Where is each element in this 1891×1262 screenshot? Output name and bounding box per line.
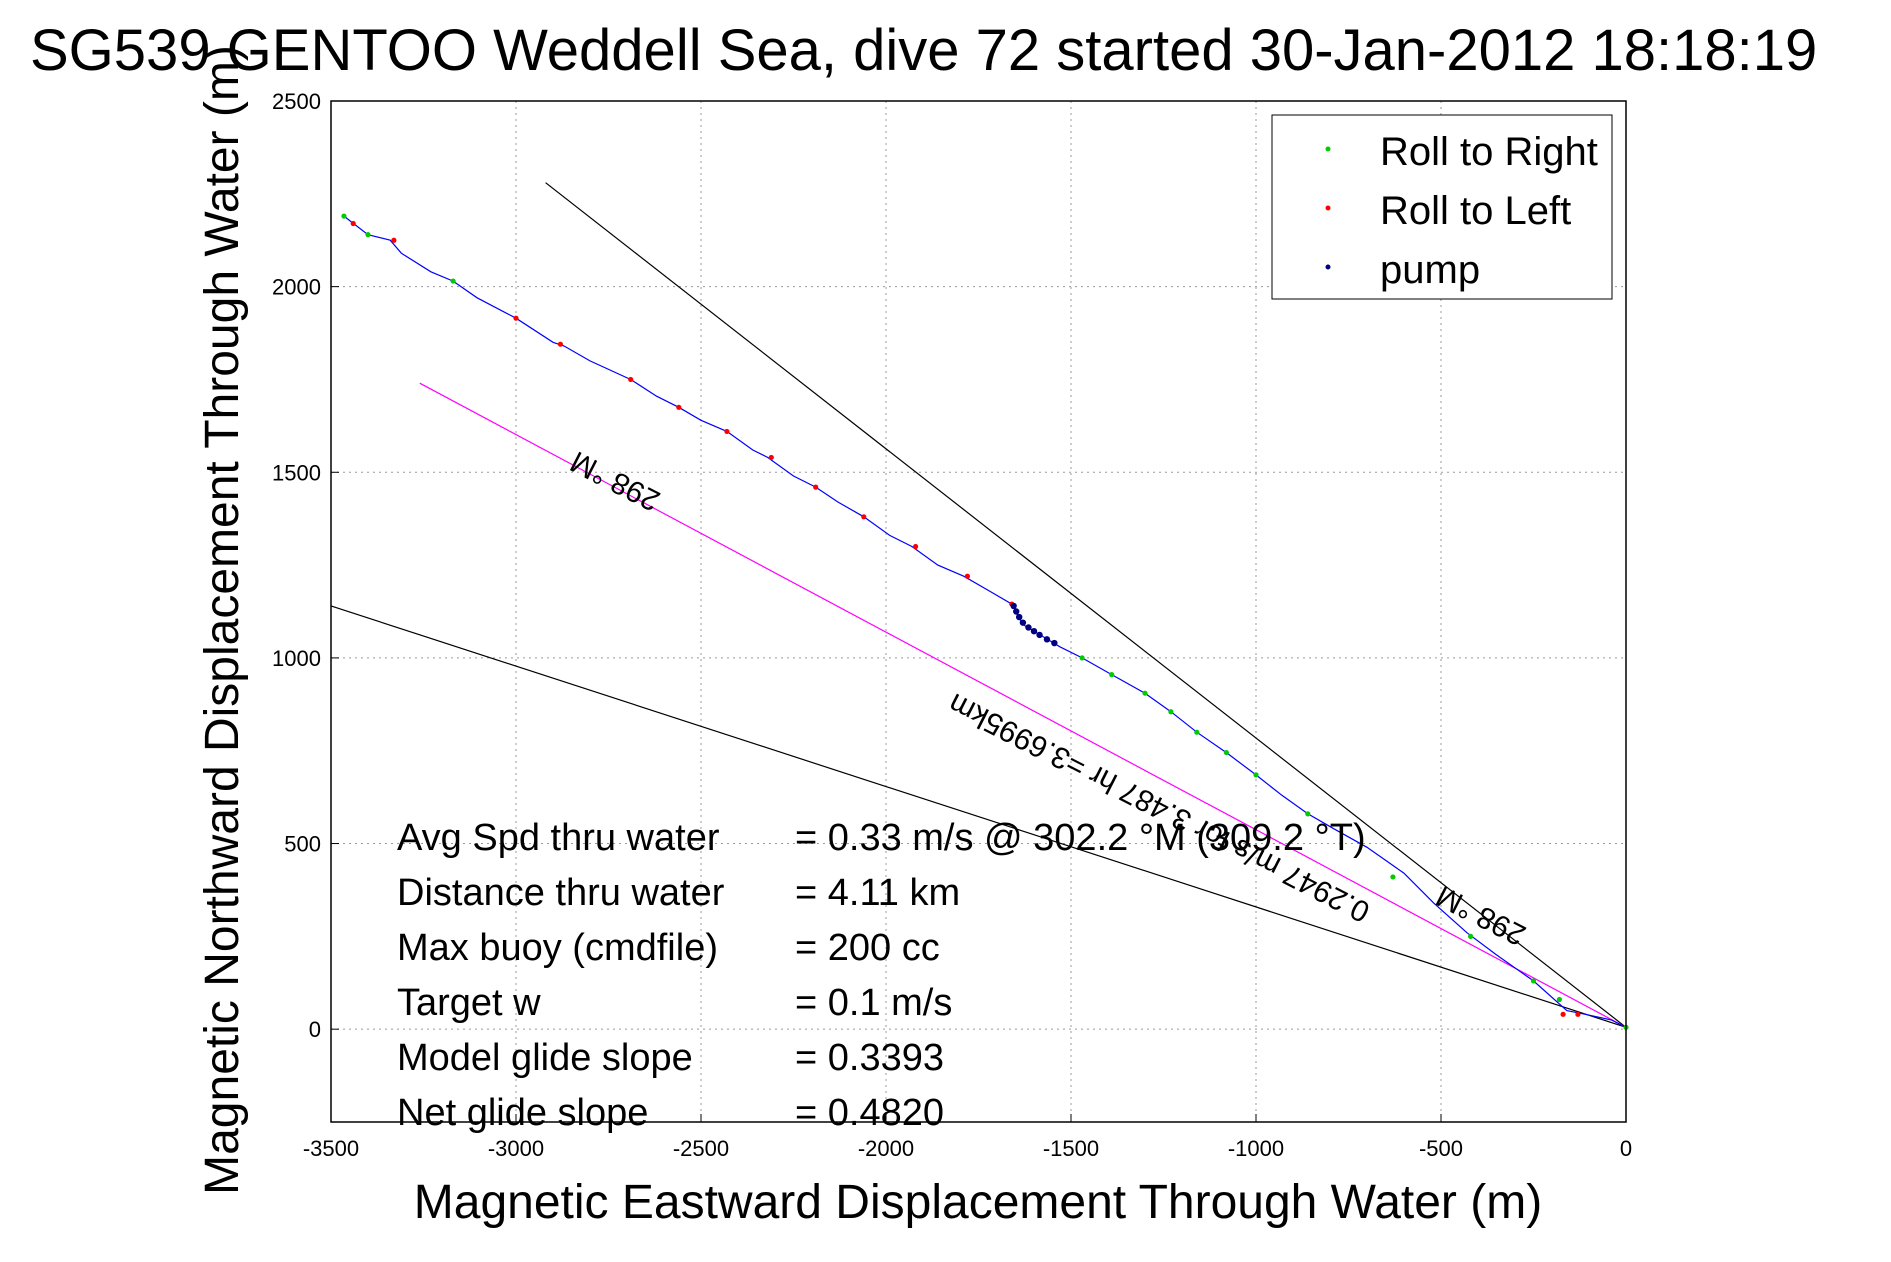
roll-right-point: [1079, 655, 1085, 661]
roll-right-point: [1168, 709, 1174, 715]
pump-point: [1036, 631, 1043, 639]
pump-point: [1019, 619, 1027, 626]
stat-label: Avg Spd thru water: [397, 817, 720, 859]
stat-label: Net glide slope: [397, 1092, 648, 1134]
roll-left-point: [1575, 1011, 1581, 1017]
annotation-text: 298 °M: [1431, 879, 1531, 952]
roll-left-point: [557, 341, 564, 347]
x-tick-label: 0: [1620, 1136, 1632, 1161]
roll-right-point: [365, 232, 371, 238]
legend-marker: [1325, 205, 1331, 211]
pump-point: [1043, 636, 1051, 643]
reference-lines: [330, 182, 1627, 1028]
x-tick-label: -500: [1419, 1136, 1463, 1161]
legend-marker: [1325, 264, 1331, 270]
reference-line-current-line: [419, 382, 1627, 1028]
roll-left-point: [861, 514, 867, 520]
x-tick-label: -3000: [488, 1136, 544, 1161]
data-points: [341, 213, 1629, 1030]
roll-right-point: [1194, 729, 1200, 735]
roll-right-point: [1223, 749, 1229, 756]
x-tick-label: -3500: [303, 1136, 359, 1161]
roll-right-point: [1556, 996, 1562, 1003]
roll-right-point: [1253, 772, 1259, 778]
y-tick-label: 0: [309, 1017, 321, 1042]
roll-right-point: [1468, 933, 1474, 939]
pump-point: [1013, 608, 1020, 615]
roll-right-point: [1530, 978, 1537, 984]
pump-point: [1025, 624, 1032, 631]
stat-label: Max buoy (cmdfile): [397, 927, 718, 969]
y-tick-label: 2500: [272, 89, 321, 114]
pump-point: [1010, 602, 1017, 610]
roll-left-point: [913, 543, 919, 550]
pump-point: [1051, 639, 1058, 647]
stat-label: Distance thru water: [397, 872, 725, 914]
x-tick-label: -1500: [1043, 1136, 1099, 1161]
roll-right-point: [1109, 672, 1115, 678]
stats-block: Avg Spd thru water = 0.33 m/s @ 302.2 °M …: [397, 817, 1366, 1134]
x-axis-label: Magnetic Eastward Displacement Through W…: [414, 1176, 1542, 1229]
chart-title: SG539 GENTOO Weddell Sea, dive 72 starte…: [30, 18, 1817, 83]
roll-left-point: [391, 237, 397, 243]
stat-value: = 0.3393: [795, 1037, 944, 1079]
annotation-text: 298 °M: [565, 444, 665, 517]
y-axis-ticks: 0 500 1000 1500 2000 2500: [272, 89, 339, 1042]
pump-point: [1030, 627, 1038, 635]
roll-left-point: [628, 376, 634, 383]
roll-left-point: [964, 573, 971, 579]
y-tick-label: 1500: [272, 460, 321, 485]
stat-value: = 4.11 km: [795, 872, 960, 914]
x-tick-label: -1000: [1228, 1136, 1284, 1161]
roll-left-point: [513, 315, 519, 321]
x-axis-ticks: -3500 -3000 -2500 -2000 -1500 -1000 -500 0: [303, 1114, 1632, 1161]
x-tick-label: -2000: [858, 1136, 914, 1161]
y-tick-label: 500: [284, 832, 321, 857]
roll-left-point: [813, 484, 819, 490]
roll-left-point: [350, 220, 356, 227]
legend-label: Roll to Right: [1380, 130, 1598, 174]
stat-value: = 0.33 m/s @ 302.2 °M (309.2 °T): [795, 817, 1366, 859]
roll-right-point: [450, 278, 456, 284]
annotation-text: 0.2947 m/s for 3.487 hr =3.6995km: [943, 687, 1375, 929]
plot-frame: [330, 100, 1627, 1123]
reference-line-heading-lower: [330, 605, 1627, 1028]
stat-value: = 200 cc: [795, 927, 940, 969]
legend-label: Roll to Left: [1380, 189, 1571, 233]
stat-label: Target w: [397, 982, 541, 1024]
roll-left-point: [768, 454, 774, 461]
roll-left-point: [676, 404, 682, 410]
y-axis-label: Magnetic Northward Displacement Through …: [196, 45, 249, 1195]
stat-label: Model glide slope: [397, 1037, 693, 1079]
y-tick-label: 1000: [272, 646, 321, 671]
reference-line-heading-upper: [545, 182, 1627, 1028]
y-tick-label: 2000: [272, 275, 321, 300]
roll-right-point: [1305, 811, 1311, 817]
stat-value: = 0.1 m/s: [795, 982, 952, 1024]
stat-value: = 0.4820: [795, 1092, 944, 1134]
legend-label: pump: [1380, 248, 1480, 292]
x-tick-label: -2500: [673, 1136, 729, 1161]
roll-right-point: [341, 213, 347, 219]
track-line: [343, 215, 1627, 1028]
roll-left-point: [724, 428, 730, 435]
pump-point: [1016, 613, 1023, 621]
roll-right-point: [1142, 690, 1148, 696]
legend: Roll to Right Roll to Left pump: [1271, 114, 1613, 300]
roll-right-point: [1390, 874, 1396, 880]
roll-left-point: [1560, 1011, 1566, 1017]
legend-marker: [1325, 146, 1331, 152]
